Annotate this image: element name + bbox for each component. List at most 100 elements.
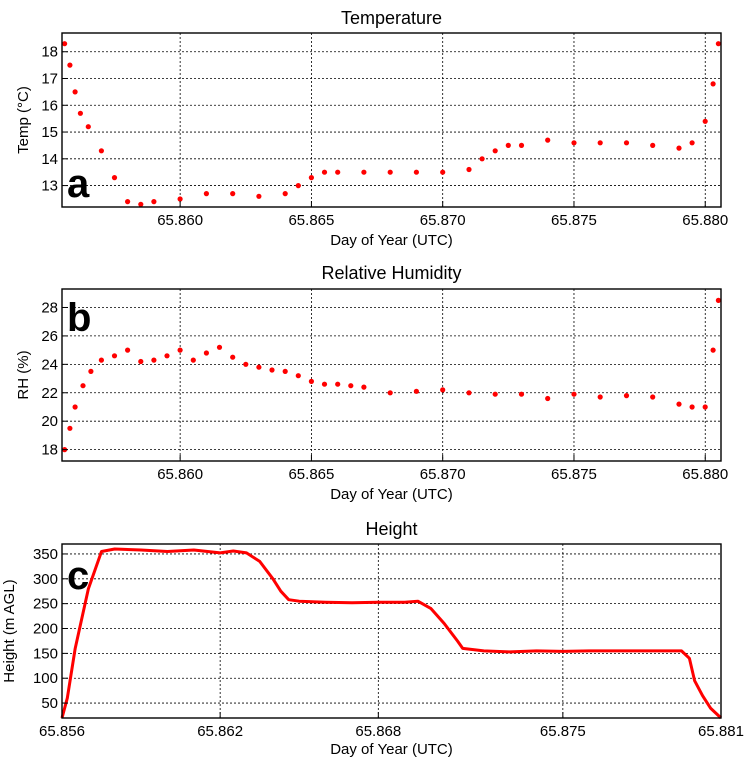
y-tick-label: 16 xyxy=(41,97,58,114)
height-panel: 65.856 65.862 65.868 65.875 65.881 50 100 150 20… xyxy=(1,519,744,758)
relative-humidity-panel: 65.860 65.865 65.870 65.875 65.880 18 20 22 24 26… xyxy=(15,263,728,503)
temperature-data-point xyxy=(67,62,73,68)
x-axis-label: Day of Year (UTC) xyxy=(330,741,453,758)
x-tick-label: 65.875 xyxy=(551,212,597,229)
x-tick-label: 65.865 xyxy=(288,466,334,483)
temperature-data-point xyxy=(518,142,525,148)
plot-frame xyxy=(61,32,722,208)
temperature-data-point xyxy=(545,137,551,143)
x-tick-label: 65.880 xyxy=(682,466,728,483)
temperature-data-point xyxy=(440,169,446,175)
y-tick-label: 13 xyxy=(41,178,58,195)
x-tick-label: 65.875 xyxy=(540,723,586,740)
temperature-data-point xyxy=(177,196,183,202)
relative-humidity-data-point xyxy=(151,357,157,363)
y-tick-label: 15 xyxy=(41,124,58,141)
x-tick-label: 65.880 xyxy=(682,212,728,229)
x-tick-label: 65.860 xyxy=(157,466,203,483)
panel-letter: b xyxy=(67,296,91,340)
x-axis-label: Day of Year (UTC) xyxy=(330,486,453,503)
y-tick-label: 14 xyxy=(41,151,58,168)
relative-humidity-data-point xyxy=(138,358,144,365)
temperature-data-point xyxy=(715,41,722,47)
relative-humidity-data-point xyxy=(676,401,682,407)
temperature-data-point xyxy=(125,199,131,205)
relative-humidity-data-point xyxy=(282,368,288,374)
relative-humidity-data-point xyxy=(177,347,183,353)
temperature-data-point xyxy=(295,183,301,189)
y-axis-label: RH (%) xyxy=(15,350,32,399)
relative-humidity-data-point xyxy=(413,388,419,394)
y-tick-label: 18 xyxy=(41,442,58,459)
x-tick-label: 65.860 xyxy=(157,212,203,229)
x-tick-label: 65.870 xyxy=(420,466,466,483)
panel-letter: a xyxy=(67,162,90,206)
x-tick-label: 65.856 xyxy=(39,723,85,740)
temperature-data-point xyxy=(361,169,367,175)
temperature-data-point xyxy=(230,191,236,197)
relative-humidity-data-point xyxy=(243,361,249,367)
temperature-data-point xyxy=(85,124,91,130)
plot-frame xyxy=(61,288,722,462)
x-tick-label: 65.868 xyxy=(355,723,401,740)
relative-humidity-data-point xyxy=(269,367,275,373)
relative-humidity-data-point xyxy=(518,391,525,397)
temperature-data-point xyxy=(138,201,144,207)
x-tick-label: 65.870 xyxy=(420,212,466,229)
temperature-data-point xyxy=(151,199,157,205)
relative-humidity-data-point xyxy=(689,404,695,410)
y-tick-label: 18 xyxy=(41,44,58,61)
temperature-data-point xyxy=(571,140,577,146)
temperature-data-point xyxy=(597,140,603,146)
relative-humidity-data-point xyxy=(88,368,94,374)
relative-humidity-title: Relative Humidity xyxy=(321,263,461,283)
y-tick-label: 26 xyxy=(41,328,58,345)
y-tick-label: 350 xyxy=(33,546,58,563)
temperature-data-point xyxy=(98,148,104,154)
y-tick-label: 20 xyxy=(41,413,58,430)
relative-humidity-data-point xyxy=(650,394,656,400)
temperature-data-point xyxy=(466,166,472,173)
relative-humidity-data-point xyxy=(216,344,223,350)
temperature-data-point xyxy=(492,148,498,154)
relative-humidity-data-point xyxy=(348,383,354,389)
temperature-data-point xyxy=(335,169,341,175)
relative-humidity-data-point xyxy=(98,357,104,363)
relative-humidity-data-point xyxy=(80,383,86,389)
relative-humidity-data-point xyxy=(230,354,236,360)
y-tick-label: 50 xyxy=(41,695,58,712)
y-tick-label: 100 xyxy=(33,670,58,687)
plot-frame xyxy=(61,543,722,719)
relative-humidity-data-point xyxy=(164,353,170,359)
relative-humidity-data-point xyxy=(256,364,262,370)
relative-humidity-data-point xyxy=(571,391,577,397)
x-axis-label: Day of Year (UTC) xyxy=(330,232,453,249)
x-tick-label: 65.865 xyxy=(288,212,334,229)
relative-humidity-data-point xyxy=(387,390,393,396)
relative-humidity-data-point xyxy=(361,384,367,390)
relative-humidity-data-point xyxy=(597,394,603,400)
temperature-data-point xyxy=(676,145,682,151)
y-tick-label: 200 xyxy=(33,621,58,638)
y-axis-label: Temp (°C) xyxy=(15,86,32,154)
temperature-data-point xyxy=(256,193,262,199)
temperature-data-point xyxy=(413,169,419,175)
y-tick-label: 250 xyxy=(33,596,58,613)
relative-humidity-data-point xyxy=(492,391,498,397)
relative-humidity-data-point xyxy=(67,425,73,431)
temperature-data-point xyxy=(505,142,511,148)
temperature-panel: 65.860 65.865 65.870 65.875 65.880 13 14 15 16 17… xyxy=(15,8,728,249)
temperature-data-point xyxy=(321,169,328,175)
temperature-data-point xyxy=(111,175,118,181)
relative-humidity-data-point xyxy=(702,404,708,410)
relative-humidity-data-point xyxy=(308,378,314,384)
height-series-line xyxy=(60,547,723,720)
y-tick-label: 22 xyxy=(41,385,58,402)
y-tick-label: 17 xyxy=(41,71,58,88)
relative-humidity-data-point xyxy=(623,393,630,399)
temperature-data-point xyxy=(72,89,78,95)
temperature-data-point xyxy=(479,156,485,162)
relative-humidity-data-point xyxy=(715,297,722,303)
x-tick-label: 65.875 xyxy=(551,466,597,483)
